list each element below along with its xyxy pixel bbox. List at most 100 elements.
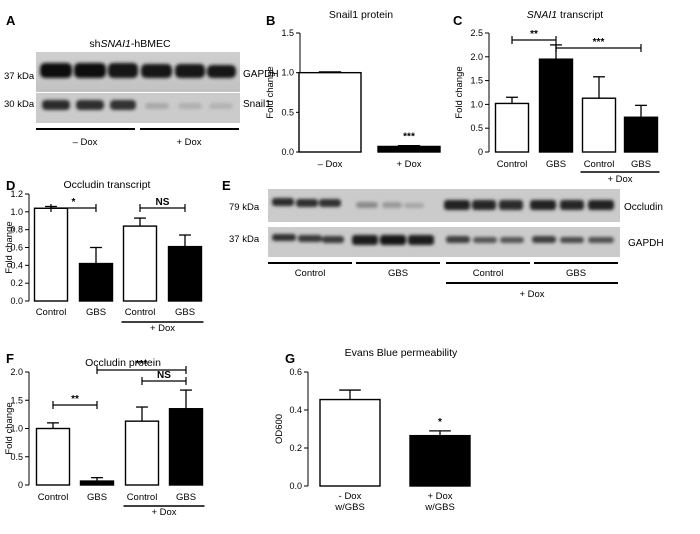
chart-d-ytick-label: 0.2 (10, 278, 23, 288)
chart-g-category-label: - Dox (339, 491, 362, 502)
blot-a2-protein: Snail1 (243, 99, 271, 110)
chart-d-ytick-label: 0.0 (10, 296, 23, 306)
chart-f-comparison-label: NS (157, 370, 171, 381)
chart-c-ytick-label: 2.0 (470, 52, 483, 62)
chart-c-ytick-label: 0.5 (470, 123, 483, 133)
chart-c-bar (623, 116, 659, 153)
group-label-e-1: Control (295, 268, 326, 279)
chart-d-ytick-label: 0.8 (10, 225, 23, 235)
blot-a2-mw: 30 kDa (4, 99, 35, 110)
panel-a-label: A (6, 13, 16, 28)
blot-snail1-bands (42, 100, 233, 110)
chart-c-title: SNAI1 transcript (527, 9, 604, 21)
chart-b-ytick-label: 1.0 (281, 68, 294, 78)
chart-f-comparison-label: ** (71, 394, 79, 405)
chart-g-title: Evans Blue permeability (345, 347, 458, 359)
chart-f-bar (168, 408, 204, 486)
panel-a: A shSNAI1-hBMEC 37 kDa GAPDH 30 kDa Snai… (4, 13, 279, 148)
panel-a-title: shSNAI1-hBMEC (89, 38, 171, 50)
group-label-e-4: GBS (566, 268, 586, 279)
chart-d-comparison-label: * (72, 197, 76, 208)
chart-c-ylabel: Fold change (454, 66, 465, 118)
chart-c-ytick-label: 1.5 (470, 76, 483, 86)
chart-d-bar (78, 262, 114, 302)
chart-g-significance: * (438, 417, 442, 428)
blot-e1-mw: 79 kDa (229, 202, 260, 213)
chart-g-ytick-label: 0.0 (289, 481, 302, 491)
chart-d-ylabel: Fold change (4, 221, 15, 273)
blot-a1-protein: GAPDH (243, 69, 279, 80)
chart-c-bar (538, 58, 574, 153)
chart-f-ylabel: Fold change (4, 402, 15, 454)
blot-a1-mw: 37 kDa (4, 71, 35, 82)
panel-e-label: E (222, 178, 231, 193)
chart-g-ytick-label: 0.4 (289, 405, 302, 415)
blot-snail1-membrane (36, 93, 240, 123)
chart-b: Snail1 protein Fold change 0.0 0.5 1.0 1.5 – D… (265, 9, 441, 170)
chart-b-ylabel: Fold change (265, 66, 276, 118)
chart-g-category-label: + Dox (427, 491, 452, 502)
panel-g: G (285, 351, 295, 366)
chart-f-ytick-label: 2.0 (10, 367, 23, 377)
chart-f-bar (35, 427, 71, 486)
chart-c-category-label: Control (584, 159, 615, 170)
chart-d: Occludin transcript Fold change 0.0 0.2 0.4 0… (4, 179, 204, 334)
chart-g: Evans Blue permeability OD600 0.0 0.2 0.4 0.6… (274, 347, 471, 513)
chart-b-ytick-label: 1.5 (281, 28, 294, 38)
chart-b-bar (298, 71, 362, 153)
chart-f-category-label: GBS (176, 492, 196, 503)
chart-f-bar (124, 420, 160, 486)
chart-c-category-label: Control (497, 159, 528, 170)
chart-c-ytick-label: 1.0 (470, 99, 483, 109)
chart-c-ytick-label: 2.5 (470, 28, 483, 38)
chart-f-ytick-label: 1.0 (10, 424, 23, 434)
chart-c-ytick-label: 0 (478, 147, 483, 157)
chart-f-group-label: + Dox (151, 507, 176, 518)
chart-c-comparison-label: *** (593, 37, 605, 48)
chart-d-category-label: Control (36, 307, 67, 318)
chart-g-category-label: w/GBS (424, 502, 455, 513)
chart-d-ytick-label: 0.6 (10, 243, 23, 253)
chart-f-ytick-label: 0.5 (10, 452, 23, 462)
chart-d-ytick-label: 1.2 (10, 189, 23, 199)
chart-g-ytick-label: 0.6 (289, 367, 302, 377)
group-label-a-minus: – Dox (73, 137, 98, 148)
chart-f-title: Occludin protein (85, 357, 161, 369)
chart-b-ytick-label: 0.0 (281, 147, 294, 157)
chart-g-category-label: w/GBS (334, 502, 365, 513)
chart-b-category-label: + Dox (396, 159, 421, 170)
panel-b-label: B (266, 13, 275, 28)
blot-occludin-bands (272, 198, 614, 210)
chart-g-ytick-label: 0.2 (289, 443, 302, 453)
panel-b: B (266, 13, 275, 28)
chart-c-group-label: + Dox (607, 174, 632, 185)
chart-c-bar (494, 102, 530, 153)
chart-g-bar (409, 434, 471, 487)
chart-d-comparison-label: NS (156, 197, 170, 208)
blot-gapdh-e-bands (272, 234, 614, 245)
chart-f-ytick-label: 1.5 (10, 395, 23, 405)
group-label-a-plus: + Dox (176, 137, 201, 148)
panel-c: C (453, 13, 463, 28)
chart-d-bar (122, 225, 158, 302)
blot-e1-protein: Occludin (624, 202, 663, 213)
chart-b-ytick-label: 0.5 (281, 107, 294, 117)
panel-e: E 79 kDa Occludin (222, 178, 664, 300)
chart-c-bar (581, 97, 617, 153)
chart-b-title: Snail1 protein (329, 9, 393, 21)
chart-f-bar (79, 480, 115, 486)
group-label-e-dox: + Dox (519, 289, 544, 300)
chart-d-bar (33, 207, 69, 302)
chart-d-title: Occludin transcript (64, 179, 151, 191)
chart-f-comparison-label: *** (136, 359, 148, 370)
chart-f: Occludin protein Fold change 0 0.5 1.0 1.5 2.0… (4, 357, 205, 518)
chart-c: SNAI1 transcript Fold change 0 0.5 1.0 1.5 2.0… (454, 9, 660, 185)
panel-d-label: D (6, 178, 15, 193)
chart-f-category-label: Control (127, 492, 158, 503)
blot-e2-mw: 37 kDa (229, 234, 260, 245)
chart-b-significance: *** (403, 132, 415, 143)
chart-c-comparison-label: ** (530, 29, 538, 40)
chart-d-category-label: GBS (175, 307, 195, 318)
panel-f-label: F (6, 351, 14, 366)
